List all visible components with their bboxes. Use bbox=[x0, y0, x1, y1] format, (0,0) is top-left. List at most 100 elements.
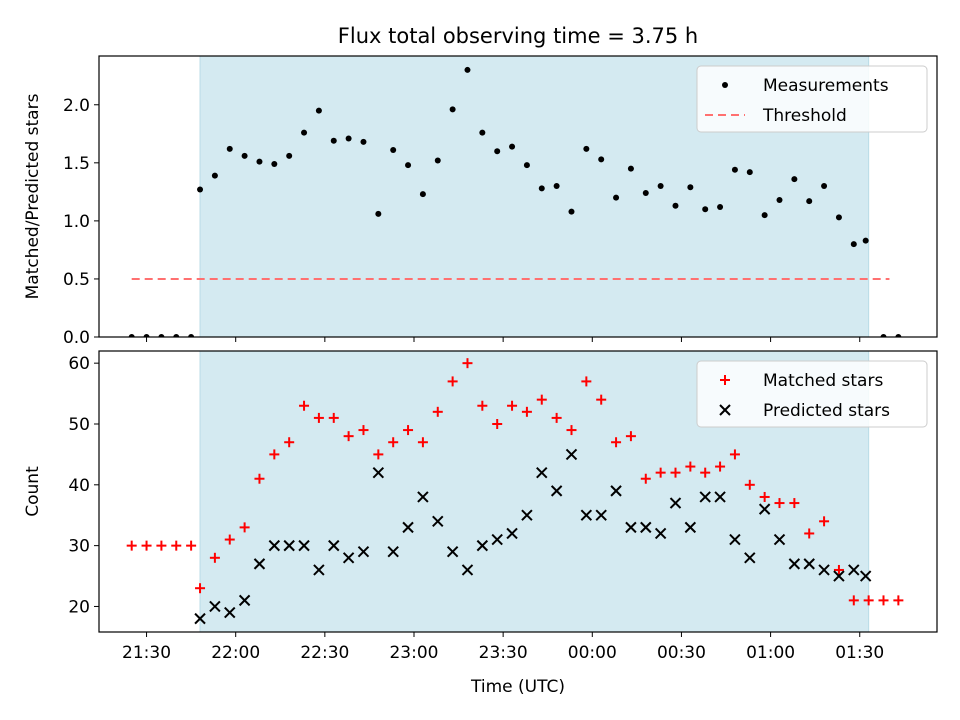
x-tick-label: 01:30 bbox=[835, 643, 884, 663]
predicted-star-point bbox=[521, 509, 533, 521]
x-tick-label: 22:00 bbox=[211, 643, 260, 663]
x-tick-label: 22:30 bbox=[300, 643, 349, 663]
measurement-point bbox=[791, 176, 798, 183]
predicted-star-point bbox=[729, 533, 741, 546]
matched-star-point bbox=[462, 358, 473, 369]
measurement-point bbox=[776, 196, 783, 203]
predicted-star-point bbox=[788, 558, 801, 570]
y-axis-label: Count bbox=[23, 466, 43, 517]
measurement-point bbox=[657, 183, 664, 190]
legend: Matched stars Predicted stars bbox=[696, 360, 928, 428]
predicted-star-point bbox=[432, 515, 444, 528]
matched-star-point bbox=[224, 534, 235, 545]
measurement-point bbox=[627, 165, 634, 172]
matched-star-point bbox=[744, 479, 755, 490]
predicted-star-point bbox=[654, 527, 667, 540]
predicted-star-point bbox=[758, 503, 771, 515]
measurement-point bbox=[173, 334, 180, 337]
y-tick-label: 0.0 bbox=[63, 328, 90, 348]
matched-star-point bbox=[417, 437, 428, 448]
x-tick-label: 21:30 bbox=[122, 643, 171, 663]
measurement-point bbox=[509, 143, 516, 150]
measurement-point bbox=[538, 185, 545, 192]
measurement-point bbox=[419, 191, 426, 198]
matched-star-point bbox=[209, 552, 220, 563]
predicted-star-point bbox=[848, 564, 860, 576]
predicted-star-point bbox=[313, 564, 325, 576]
predicted-star-point bbox=[461, 564, 474, 576]
predicted-star-point bbox=[714, 491, 726, 503]
measurement-point bbox=[345, 135, 352, 142]
measurement-point bbox=[731, 166, 738, 173]
matched-star-point bbox=[729, 449, 740, 460]
predicted-star-point bbox=[610, 485, 622, 497]
matched-star-point bbox=[566, 425, 577, 436]
matched-star-point bbox=[269, 449, 280, 460]
axes-frame bbox=[98, 350, 938, 633]
predicted-star-point bbox=[859, 570, 872, 582]
measurement-point bbox=[761, 212, 768, 219]
predicted-star-point bbox=[402, 521, 414, 534]
matched-star-point bbox=[141, 540, 152, 551]
predicted-star-point bbox=[536, 466, 548, 479]
measurement-point bbox=[256, 158, 263, 165]
measurement-point bbox=[158, 334, 165, 337]
legend-marker bbox=[719, 404, 731, 416]
predicted-star-point bbox=[491, 533, 503, 546]
measurement-point bbox=[880, 334, 887, 337]
matched-star-point bbox=[625, 431, 636, 442]
matched-star-point bbox=[343, 431, 354, 442]
matched-star-point bbox=[833, 564, 844, 575]
matched-star-point bbox=[804, 528, 815, 539]
measurement-point bbox=[464, 66, 471, 73]
measurement-point bbox=[687, 184, 694, 191]
matched-star-point bbox=[640, 473, 651, 484]
predicted-star-point bbox=[595, 509, 607, 521]
measurement-point bbox=[553, 183, 560, 190]
measurement-point bbox=[672, 202, 679, 209]
predicted-star-point bbox=[372, 466, 385, 479]
measurement-point bbox=[702, 206, 709, 213]
legend-box bbox=[696, 65, 928, 133]
predicted-star-point bbox=[417, 491, 429, 503]
measurement-point bbox=[390, 147, 397, 154]
measurement-point bbox=[360, 138, 367, 145]
x-tick-label: 23:00 bbox=[389, 643, 438, 663]
matched-star-point bbox=[358, 425, 369, 436]
measurement-point bbox=[197, 186, 204, 193]
y-axis-label: Matched/Predicted stars bbox=[23, 93, 43, 299]
matched-star-point bbox=[186, 540, 197, 551]
matched-star-point bbox=[819, 516, 830, 527]
legend-label: Predicted stars bbox=[763, 401, 890, 421]
predicted-star-point bbox=[253, 558, 266, 570]
predicted-star-point bbox=[298, 539, 310, 552]
predicted-star-point bbox=[387, 546, 399, 558]
matched-star-point bbox=[685, 461, 696, 472]
predicted-star-point bbox=[506, 527, 518, 540]
measurement-point bbox=[211, 172, 218, 179]
matched-star-point bbox=[126, 540, 137, 551]
y-tick-label: 60 bbox=[68, 354, 90, 374]
plot-area bbox=[128, 66, 902, 337]
matched-star-point bbox=[239, 522, 250, 533]
predicted-star-point bbox=[744, 552, 756, 564]
matched-star-point bbox=[156, 540, 167, 551]
y-tick-label: 0.5 bbox=[63, 270, 90, 290]
matched-star-point bbox=[863, 595, 874, 606]
matched-star-point bbox=[477, 400, 488, 411]
measurement-point bbox=[642, 190, 649, 197]
matched-star-point bbox=[313, 412, 324, 423]
measurement-point bbox=[746, 169, 753, 176]
matched-star-point bbox=[447, 376, 458, 387]
predicted-star-point bbox=[818, 564, 830, 576]
matched-star-point bbox=[254, 473, 265, 484]
matched-star-point bbox=[492, 418, 503, 429]
legend-label: Matched stars bbox=[763, 371, 883, 391]
matched-star-point bbox=[611, 437, 622, 448]
predicted-star-point bbox=[833, 570, 845, 582]
matched-star-point bbox=[655, 467, 666, 478]
predicted-star-point bbox=[476, 539, 489, 552]
measurement-point bbox=[835, 214, 842, 221]
predicted-star-point bbox=[550, 485, 563, 497]
measurement-point bbox=[479, 129, 486, 136]
